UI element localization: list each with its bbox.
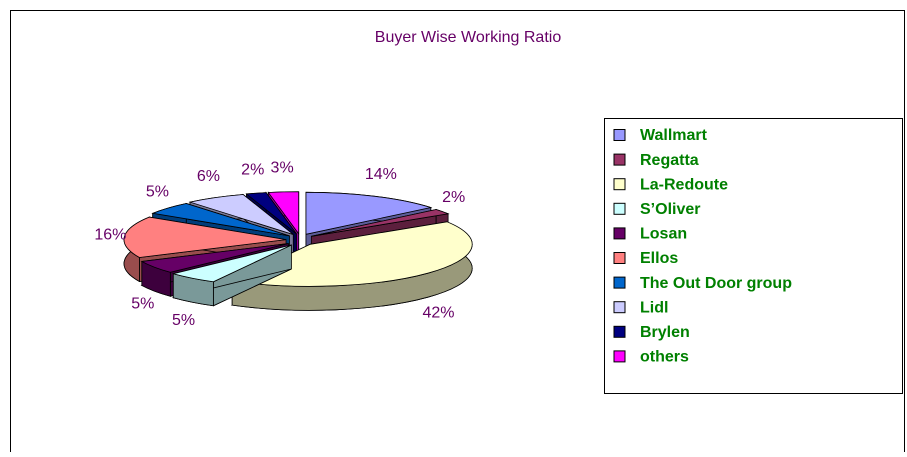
legend-label: Wallmart <box>640 127 708 144</box>
legend-swatch <box>613 227 626 240</box>
slice-top <box>188 194 294 235</box>
legend-label: others <box>640 349 689 366</box>
data-label: 16% <box>94 227 126 244</box>
legend-label: S’Oliver <box>640 201 700 218</box>
slice-top <box>245 192 297 235</box>
data-label: 14% <box>365 166 397 183</box>
data-label: 6% <box>197 168 220 185</box>
legend-swatch <box>613 325 626 338</box>
data-label: 2% <box>442 189 465 206</box>
legend-label: La-Redoute <box>640 176 728 193</box>
slice-top <box>123 216 287 258</box>
legend-label: Regatta <box>640 152 699 169</box>
pie-slice <box>230 221 473 311</box>
pie-slice <box>171 244 292 307</box>
legend-swatch <box>613 276 626 289</box>
slice-top <box>305 191 433 235</box>
legend-swatch <box>613 129 626 141</box>
slice-top <box>311 209 450 237</box>
data-label: 5% <box>172 312 195 329</box>
chart-title: Buyer Wise Working Ratio <box>375 29 562 46</box>
slice-top <box>151 203 290 237</box>
data-label: 42% <box>422 305 454 322</box>
slice-top <box>267 191 300 235</box>
slice-top <box>230 221 473 287</box>
legend-label: Brylen <box>640 324 690 341</box>
data-label: 3% <box>271 160 294 177</box>
slice-top <box>171 244 292 283</box>
legend-swatch <box>613 178 626 191</box>
data-label: 5% <box>131 296 154 313</box>
legend-swatch <box>613 301 626 314</box>
legend-label: Lidl <box>640 299 668 316</box>
slice-top <box>140 243 289 273</box>
data-label: 2% <box>241 161 264 178</box>
legend-swatch <box>613 153 626 166</box>
legend-swatch <box>613 202 626 215</box>
legend-swatch <box>613 252 626 264</box>
legend-label: Losan <box>640 226 687 243</box>
data-label: 5% <box>146 184 169 201</box>
legend-label: The Out Door group <box>640 275 792 292</box>
legend-box <box>604 118 903 394</box>
legend-label: Ellos <box>640 250 678 267</box>
legend-swatch <box>613 350 626 363</box>
